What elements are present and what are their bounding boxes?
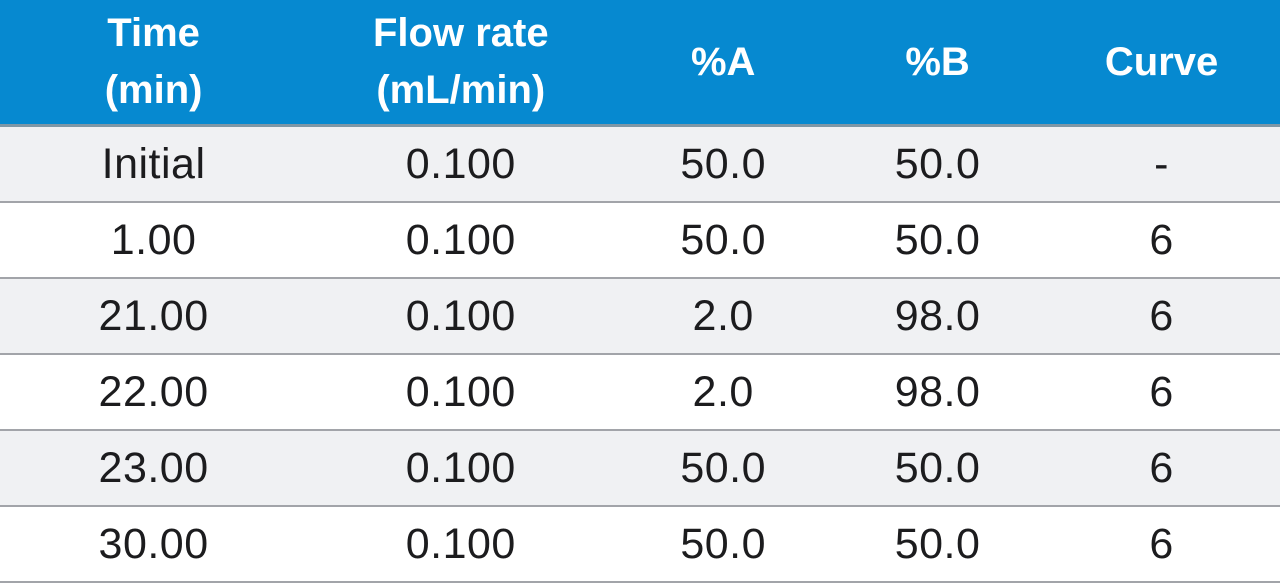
cell-percent-a: 50.0 bbox=[614, 125, 832, 203]
cell-time: Initial bbox=[0, 125, 308, 203]
table-row-22-00: 22.00 0.100 2.0 98.0 6 bbox=[0, 354, 1280, 431]
cell-percent-a: 2.0 bbox=[614, 278, 832, 355]
cell-curve: 6 bbox=[1043, 278, 1280, 355]
cell-percent-b: 50.0 bbox=[831, 430, 1044, 507]
cell-percent-b: 50.0 bbox=[831, 506, 1044, 583]
column-header-time: Time (min) bbox=[0, 0, 308, 127]
header-row: Time (min) Flow rate (mL/min) %A %B Curv… bbox=[0, 0, 1280, 127]
cell-curve: 6 bbox=[1043, 202, 1280, 279]
column-header-percent-b: %B bbox=[831, 0, 1044, 127]
cell-flow-rate: 0.100 bbox=[307, 278, 615, 355]
cell-percent-b: 98.0 bbox=[831, 354, 1044, 431]
cell-percent-a: 50.0 bbox=[614, 430, 832, 507]
column-header-curve: Curve bbox=[1043, 0, 1280, 127]
cell-curve: 6 bbox=[1043, 506, 1280, 583]
cell-flow-rate: 0.100 bbox=[307, 125, 615, 203]
table-row-23-00: 23.00 0.100 50.0 50.0 6 bbox=[0, 430, 1280, 507]
cell-time: 21.00 bbox=[0, 278, 308, 355]
table-row-21-00: 21.00 0.100 2.0 98.0 6 bbox=[0, 278, 1280, 355]
cell-time: 1.00 bbox=[0, 202, 308, 279]
cell-percent-a: 50.0 bbox=[614, 506, 832, 583]
cell-flow-rate: 0.100 bbox=[307, 202, 615, 279]
cell-flow-rate: 0.100 bbox=[307, 430, 615, 507]
cell-time: 22.00 bbox=[0, 354, 308, 431]
cell-time: 23.00 bbox=[0, 430, 308, 507]
column-header-flow-rate: Flow rate (mL/min) bbox=[307, 0, 615, 127]
cell-curve: 6 bbox=[1043, 430, 1280, 507]
cell-percent-a: 50.0 bbox=[614, 202, 832, 279]
cell-flow-rate: 0.100 bbox=[307, 506, 615, 583]
cell-curve: - bbox=[1043, 125, 1280, 203]
cell-percent-b: 50.0 bbox=[831, 125, 1044, 203]
cell-percent-b: 98.0 bbox=[831, 278, 1044, 355]
cell-percent-a: 2.0 bbox=[614, 354, 832, 431]
cell-time: 30.00 bbox=[0, 506, 308, 583]
cell-percent-b: 50.0 bbox=[831, 202, 1044, 279]
column-header-percent-a: %A bbox=[614, 0, 832, 127]
cell-curve: 6 bbox=[1043, 354, 1280, 431]
table-row-30-00: 30.00 0.100 50.0 50.0 6 bbox=[0, 506, 1280, 583]
cell-flow-rate: 0.100 bbox=[307, 354, 615, 431]
table-row-initial: Initial 0.100 50.0 50.0 - bbox=[0, 125, 1280, 203]
table-row-1-00: 1.00 0.100 50.0 50.0 6 bbox=[0, 202, 1280, 279]
